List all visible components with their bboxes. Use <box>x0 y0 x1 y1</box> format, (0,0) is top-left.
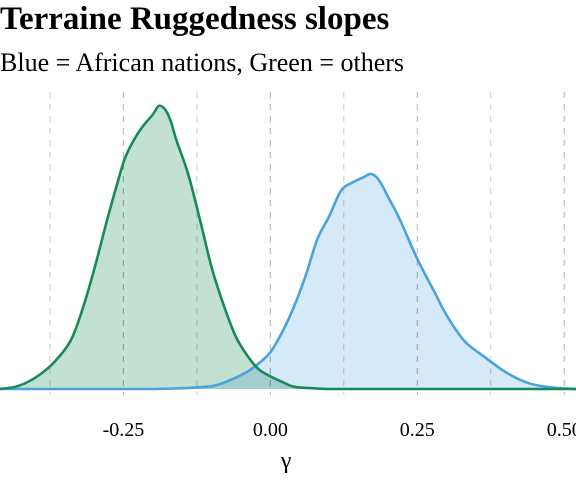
x-tick-label: 0.50 <box>547 419 576 441</box>
x-axis-ticks: -0.25 0.00 0.25 0.50 <box>103 419 576 441</box>
african-nations-density-area <box>0 173 576 389</box>
x-tick-label: -0.25 <box>103 419 145 441</box>
x-tick-label: 0.25 <box>400 419 435 441</box>
density-series <box>0 104 576 391</box>
other-nations-density-line <box>0 104 576 391</box>
african-nations-density-line <box>0 172 576 391</box>
chart-title: Terraine Ruggedness slopes <box>0 1 390 37</box>
other-nations-density-area <box>0 105 576 390</box>
x-axis-label: γ <box>280 448 292 474</box>
chart-subtitle: Blue = African nations, Green = others <box>0 48 405 77</box>
x-tick-label: 0.00 <box>253 419 288 441</box>
